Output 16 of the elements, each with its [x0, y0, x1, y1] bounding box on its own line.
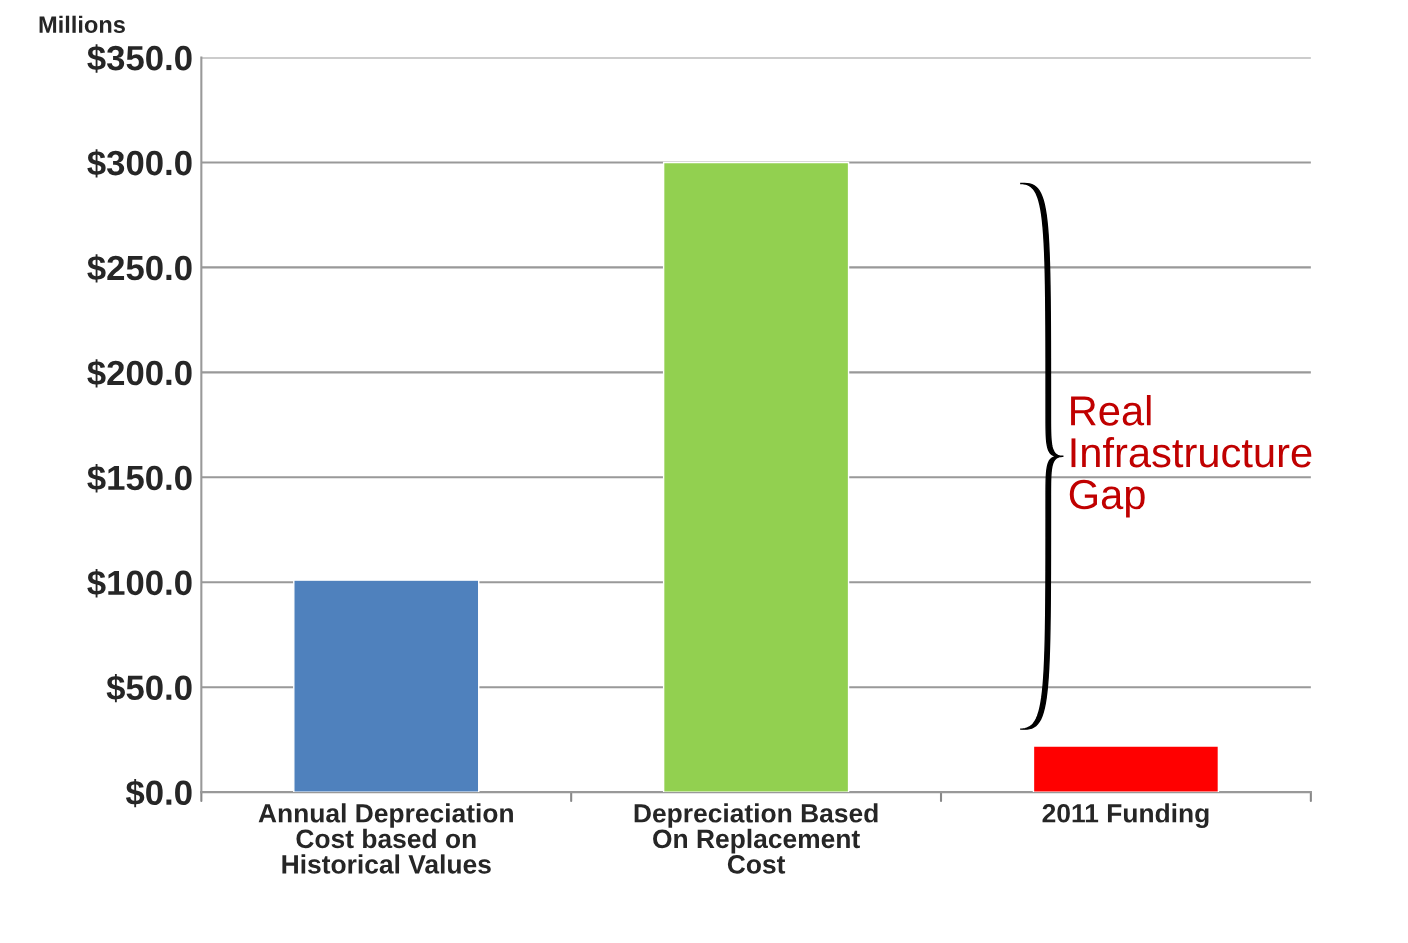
y-tick-label: $200.0 [87, 359, 192, 388]
y-tick-label: $350.0 [87, 44, 192, 73]
y-axis-title: Millions [39, 15, 125, 34]
bar [293, 579, 480, 793]
y-tick-label: $100.0 [87, 569, 192, 598]
x-tick-label: Annual Depreciation Cost based on Historical Values [258, 803, 513, 874]
x-tick-label: 2011 Funding [1042, 803, 1209, 828]
y-tick-label: $300.0 [87, 149, 192, 178]
annotation: Real Infrastructure Gap [1069, 395, 1312, 518]
x-tick-label: Depreciation Based On Replacement Cost [634, 803, 878, 874]
bar [662, 161, 850, 793]
y-tick-label: $150.0 [87, 464, 192, 493]
y-tick-label: $50.0 [106, 673, 192, 703]
bar [1032, 745, 1220, 793]
y-tick-label: $0.0 [125, 778, 192, 808]
y-tick-label: $250.0 [87, 254, 192, 283]
